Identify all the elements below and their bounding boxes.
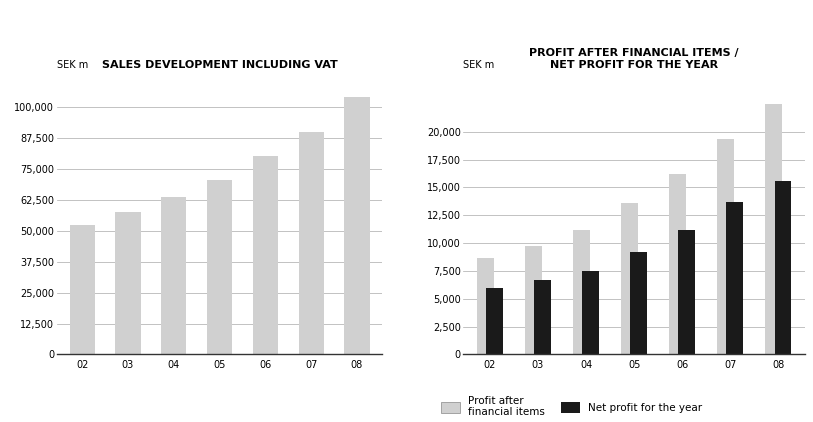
- Text: SEK m: SEK m: [463, 60, 494, 70]
- Title: PROFIT AFTER FINANCIAL ITEMS /
NET PROFIT FOR THE YEAR: PROFIT AFTER FINANCIAL ITEMS / NET PROFI…: [529, 48, 739, 70]
- Bar: [573, 230, 590, 354]
- Bar: [678, 230, 695, 354]
- Bar: [525, 246, 541, 354]
- Bar: [298, 132, 324, 354]
- Bar: [207, 180, 232, 354]
- Bar: [345, 97, 370, 354]
- Bar: [630, 252, 647, 354]
- Bar: [582, 271, 599, 354]
- Bar: [534, 280, 551, 354]
- Bar: [765, 104, 782, 354]
- Bar: [717, 139, 734, 354]
- Text: SEK m: SEK m: [57, 60, 88, 70]
- Bar: [727, 202, 743, 354]
- Bar: [115, 212, 141, 354]
- Bar: [621, 203, 638, 354]
- Bar: [477, 257, 493, 354]
- Bar: [69, 225, 94, 354]
- Title: SALES DEVELOPMENT INCLUDING VAT: SALES DEVELOPMENT INCLUDING VAT: [102, 60, 337, 70]
- Legend: Profit after
financial items, Net profit for the year: Profit after financial items, Net profit…: [441, 396, 702, 417]
- Bar: [669, 174, 686, 354]
- Bar: [253, 157, 278, 354]
- Bar: [775, 181, 791, 354]
- Bar: [486, 288, 503, 354]
- Bar: [161, 197, 186, 354]
